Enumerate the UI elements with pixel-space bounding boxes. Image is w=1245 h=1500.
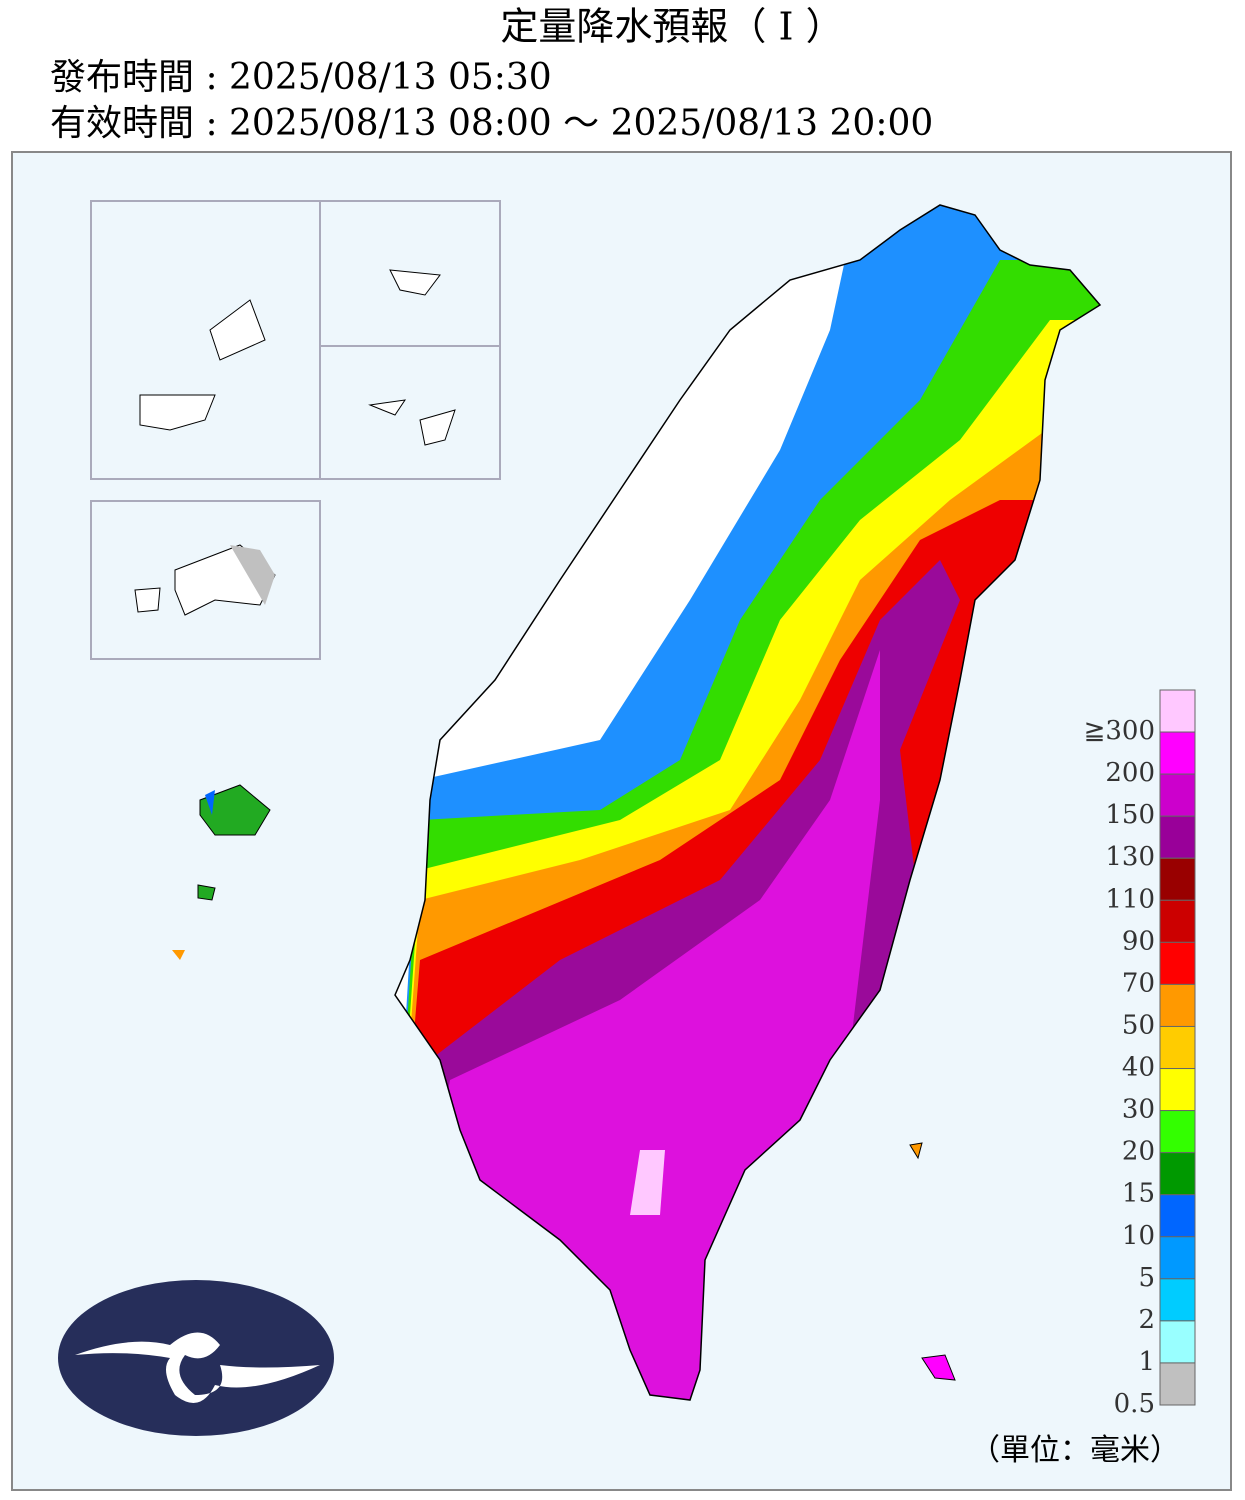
legend-label: 1 <box>1138 1347 1155 1377</box>
legend-label: 40 <box>1122 1053 1155 1083</box>
legend-label: 0.5 <box>1114 1389 1155 1419</box>
legend-label: 20 <box>1122 1137 1155 1167</box>
orchid-island <box>921 1354 956 1381</box>
title: 定量降水預報（ I ） <box>500 5 843 49</box>
legend-label: 5 <box>1138 1263 1155 1293</box>
legend-label: ≧300 <box>1084 716 1155 746</box>
legend-swatch <box>1159 1110 1196 1154</box>
legend-label: 110 <box>1105 884 1155 914</box>
legend-swatch <box>1159 1194 1196 1238</box>
legend-swatch <box>1159 689 1196 733</box>
unit-label: （單位：毫米） <box>970 1433 1180 1468</box>
legend-swatch <box>1159 1025 1196 1070</box>
island-outline <box>394 204 1102 1401</box>
legend-swatch <box>1159 1320 1196 1364</box>
legend-label: 2 <box>1138 1305 1155 1335</box>
logo <box>58 1280 334 1436</box>
legend-swatch <box>1159 941 1196 985</box>
legend-swatch <box>1159 857 1196 901</box>
legend-label: 10 <box>1122 1221 1155 1251</box>
legend-swatch <box>1159 1152 1196 1196</box>
legend-swatch <box>1159 899 1196 943</box>
legend-swatch <box>1159 773 1196 817</box>
legend-swatch <box>1159 731 1196 775</box>
valid-time: 有效時間 : 2025/08/13 08:00 ～ 2025/08/13 20:… <box>50 103 933 144</box>
insets <box>90 200 501 660</box>
legend-label: 30 <box>1122 1095 1155 1125</box>
legend-label: 70 <box>1122 968 1155 998</box>
legend-swatch <box>1159 983 1196 1027</box>
issue-time: 發布時間 : 2025/08/13 05:30 <box>50 57 552 98</box>
legend-label: 130 <box>1105 842 1155 872</box>
legend-swatch <box>1159 1362 1196 1406</box>
legend: ≧300 200 150 130 110 90 70 50 40 30 20 15 10 5 2 1 0.5 <box>1084 689 1196 1419</box>
legend-swatch <box>1159 1068 1196 1112</box>
legend-swatch <box>1159 815 1196 859</box>
legend-label: 50 <box>1122 1010 1155 1040</box>
green-island <box>909 1142 923 1160</box>
island-shade <box>230 545 275 605</box>
legend-label: 90 <box>1122 926 1155 956</box>
legend-label: 150 <box>1105 800 1155 830</box>
legend-label: 15 <box>1122 1179 1155 1209</box>
legend-label: 200 <box>1105 758 1155 788</box>
penghu <box>172 784 271 960</box>
legend-swatch <box>1159 1236 1196 1280</box>
legend-swatch <box>1159 1278 1196 1322</box>
